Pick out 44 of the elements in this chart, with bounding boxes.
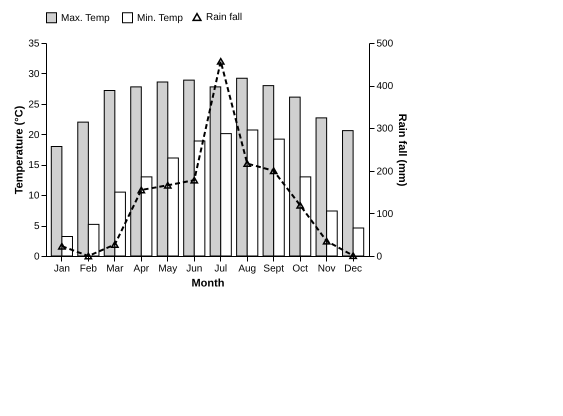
y-tick-label: 25 [28,99,40,110]
y-tick-label: 10 [28,190,40,202]
x-tick-label: Aug [238,264,256,274]
point [58,242,66,250]
point [164,182,172,189]
y-tick-label: 30 [28,68,40,80]
point [296,202,304,209]
y2-tick-label: 300 [376,124,394,135]
x-tick-label: Jan [54,264,70,274]
point [110,241,119,248]
x-tick-label: Nov [318,264,336,274]
y2-tick-label: 200 [376,166,394,178]
x-axis-title: Month [192,278,225,290]
legend-label: Min. Temp [137,12,184,24]
y2-tick-label: 0 [376,252,382,262]
x-tick-label: Jun [186,264,202,274]
legend-label: Max. Temp [61,12,110,24]
y-tick-label: 35 [28,38,40,50]
point [349,252,358,260]
point [322,238,331,245]
y2-axis-title: Rain fall (mm) [396,114,408,187]
x-tick-label: Mar [106,264,124,274]
y-axis-title: Temperature (°C) [13,105,26,194]
point [137,186,146,194]
x-tick-label: Jul [214,264,228,274]
x-tick-label: May [158,264,178,274]
point [270,167,278,174]
y-tick-label: 5 [34,221,40,232]
x-tick-label: Feb [80,264,98,274]
point [190,176,198,184]
y-tick-label: 20 [28,130,40,141]
point [216,58,225,65]
y2-tick-label: 100 [376,208,394,220]
point [84,252,92,260]
x-tick-label: Oct [292,264,308,274]
x-tick-label: Apr [134,264,150,274]
y2-tick-label: 400 [376,81,394,92]
point [243,160,252,168]
y-tick-label: 0 [34,252,40,262]
x-tick-label: Sept [263,264,284,274]
x-tick-label: Dec [344,264,362,274]
y-tick-label: 15 [28,160,40,172]
legend-label: Rain fall [206,12,242,23]
y2-tick-label: 500 [376,38,394,50]
